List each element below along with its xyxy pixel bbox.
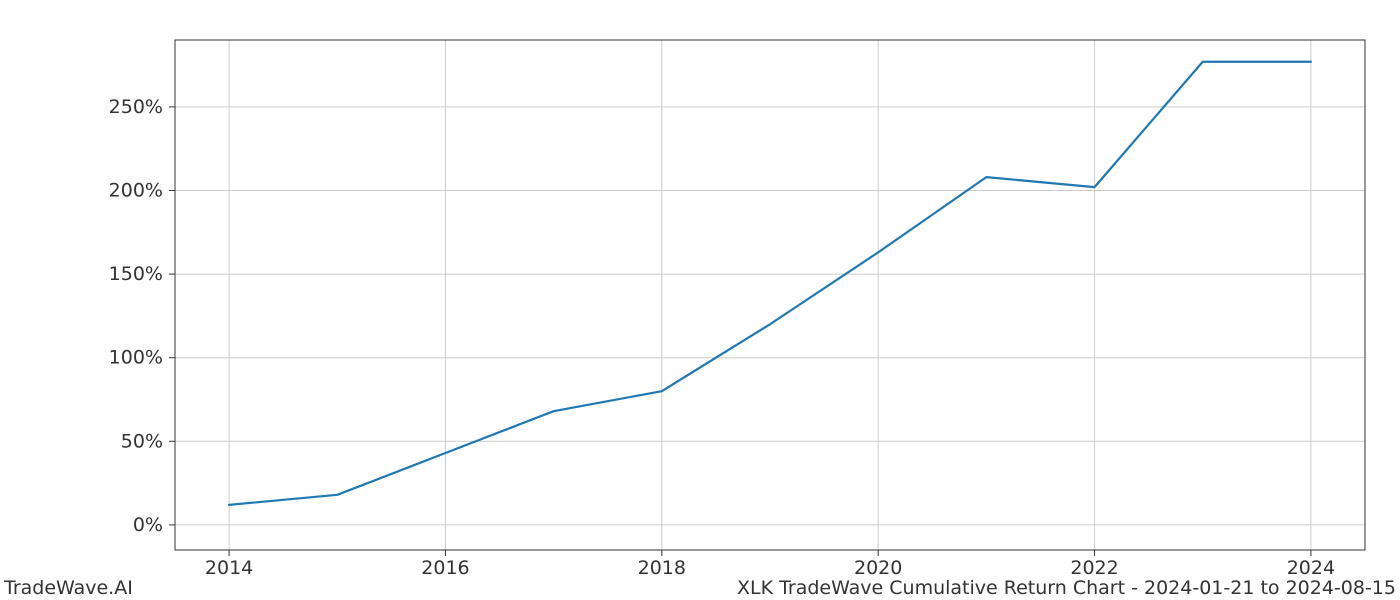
x-tick-label: 2018 [638, 557, 686, 579]
y-tick-label: 50% [121, 430, 163, 452]
footer-right-label: XLK TradeWave Cumulative Return Chart - … [737, 577, 1396, 599]
y-tick-label: 0% [133, 514, 163, 536]
chart-container: 2014 2016 2018 2020 2022 2024 0% 50% 100% 150% 200… [0, 0, 1400, 600]
y-tick-label: 200% [109, 179, 163, 201]
x-tick-label: 2020 [854, 557, 902, 579]
x-tick-label: 2014 [205, 557, 253, 579]
x-tick-label: 2024 [1287, 557, 1335, 579]
x-tick-label: 2022 [1070, 557, 1118, 579]
y-tick-label: 150% [109, 263, 163, 285]
y-tick-label: 100% [109, 347, 163, 369]
footer-left-label: TradeWave.AI [3, 577, 133, 599]
line-chart: 2014 2016 2018 2020 2022 2024 0% 50% 100% 150% 200… [0, 0, 1400, 600]
y-tick-label: 250% [109, 96, 163, 118]
x-tick-label: 2016 [421, 557, 469, 579]
